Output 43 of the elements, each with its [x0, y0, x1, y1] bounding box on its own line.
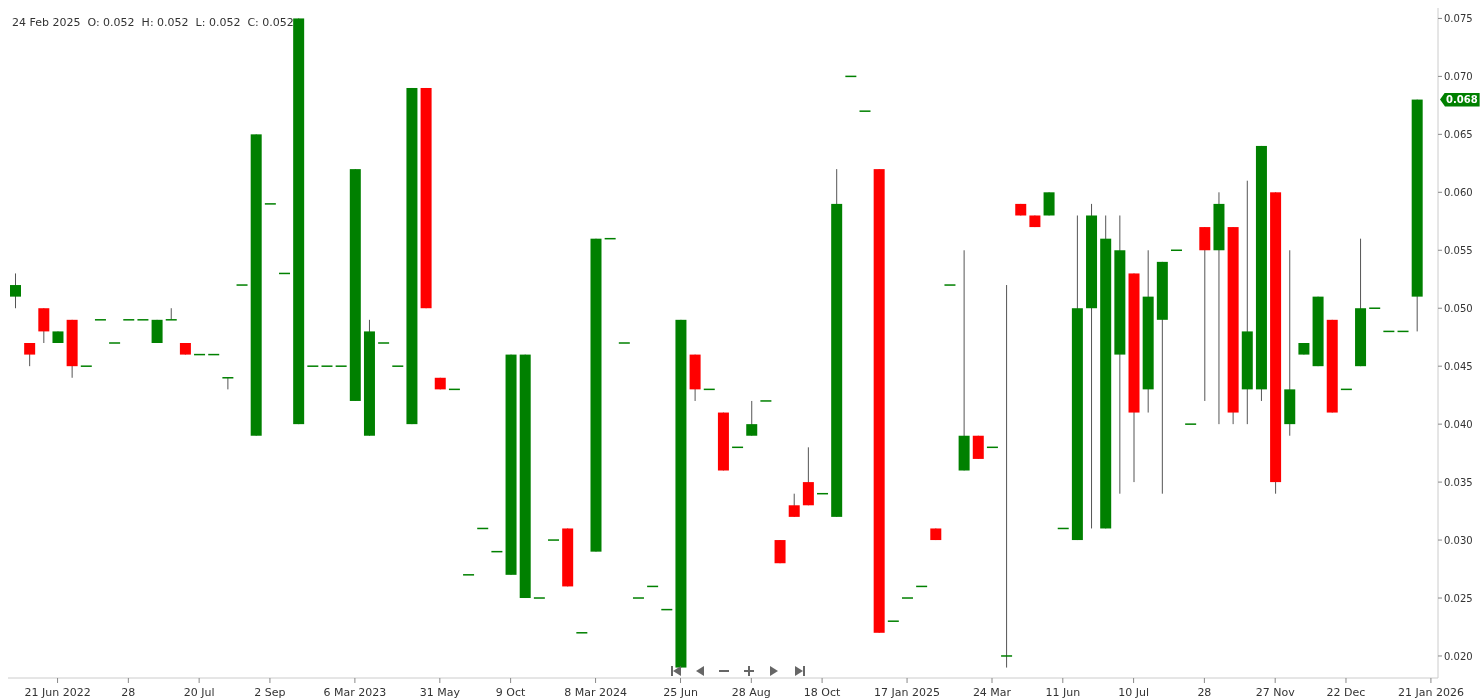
x-tick-label: 20 Jul: [183, 686, 215, 699]
x-tick-label: 17 Jan 2025: [874, 686, 941, 699]
x-tick-label: 21 Jun 2022: [24, 686, 91, 699]
x-tick-label: 18 Oct: [803, 686, 842, 699]
annotation: 0.068: [1440, 92, 1480, 107]
x-tick-label: 25 Jun: [663, 686, 698, 699]
x-tick-label: 9 Oct: [495, 686, 527, 699]
candlestick: [802, 446, 814, 506]
text: 24 Feb 2025 O: 0.052 H: 0.052 L: 0.052 C: 0.052: [12, 16, 294, 29]
y-tick-label: 0.075: [1444, 12, 1473, 24]
y-tick-label: 0.060: [1444, 186, 1473, 198]
x-tick-label: 22 Dec: [1326, 686, 1366, 699]
x-tick-label: 28 Aug: [731, 686, 771, 699]
candlestick: [1001, 284, 1013, 669]
candlestick: [746, 400, 758, 437]
y-tick-label: 0.030: [1444, 534, 1473, 546]
y-tick-label: 0.020: [1444, 650, 1473, 662]
y-tick-label: 0.050: [1444, 302, 1473, 314]
candlestick: [10, 272, 21, 309]
x-tick-label: 31 May: [419, 686, 461, 699]
x-tick-label: 6 Mar 2023: [323, 686, 387, 699]
x-tick-label: 8 Mar 2024: [564, 686, 627, 699]
x-tick-label: 21 Jan 2026: [1397, 686, 1464, 699]
x-tick-label: 2 Sep: [254, 686, 286, 699]
x-tick-label: 24 Mar: [972, 686, 1012, 699]
x-tick-label: 11 Jun: [1045, 686, 1081, 699]
y-tick-label: 0.025: [1444, 592, 1473, 604]
y-tick-label: 0.040: [1444, 418, 1473, 430]
x-tick-label: 28: [121, 686, 136, 699]
y-tick-label: 0.045: [1444, 360, 1473, 372]
x-tick-label: 10 Jul: [1118, 686, 1149, 699]
y-tick-label: 0.070: [1444, 70, 1473, 82]
candlestick: [165, 307, 177, 321]
candlestick: [788, 493, 800, 518]
x-tick-label: 28: [1197, 686, 1212, 699]
candlestick: [1199, 226, 1211, 402]
x-tick-label: 27 Nov: [1255, 686, 1296, 699]
y-tick-label: 0.065: [1444, 128, 1473, 140]
candlestick: [24, 342, 36, 367]
candlestick: [38, 307, 50, 344]
y-tick-label: 0.055: [1444, 244, 1473, 256]
candlestick: [222, 377, 234, 390]
y-tick-label: 0.035: [1444, 476, 1473, 488]
